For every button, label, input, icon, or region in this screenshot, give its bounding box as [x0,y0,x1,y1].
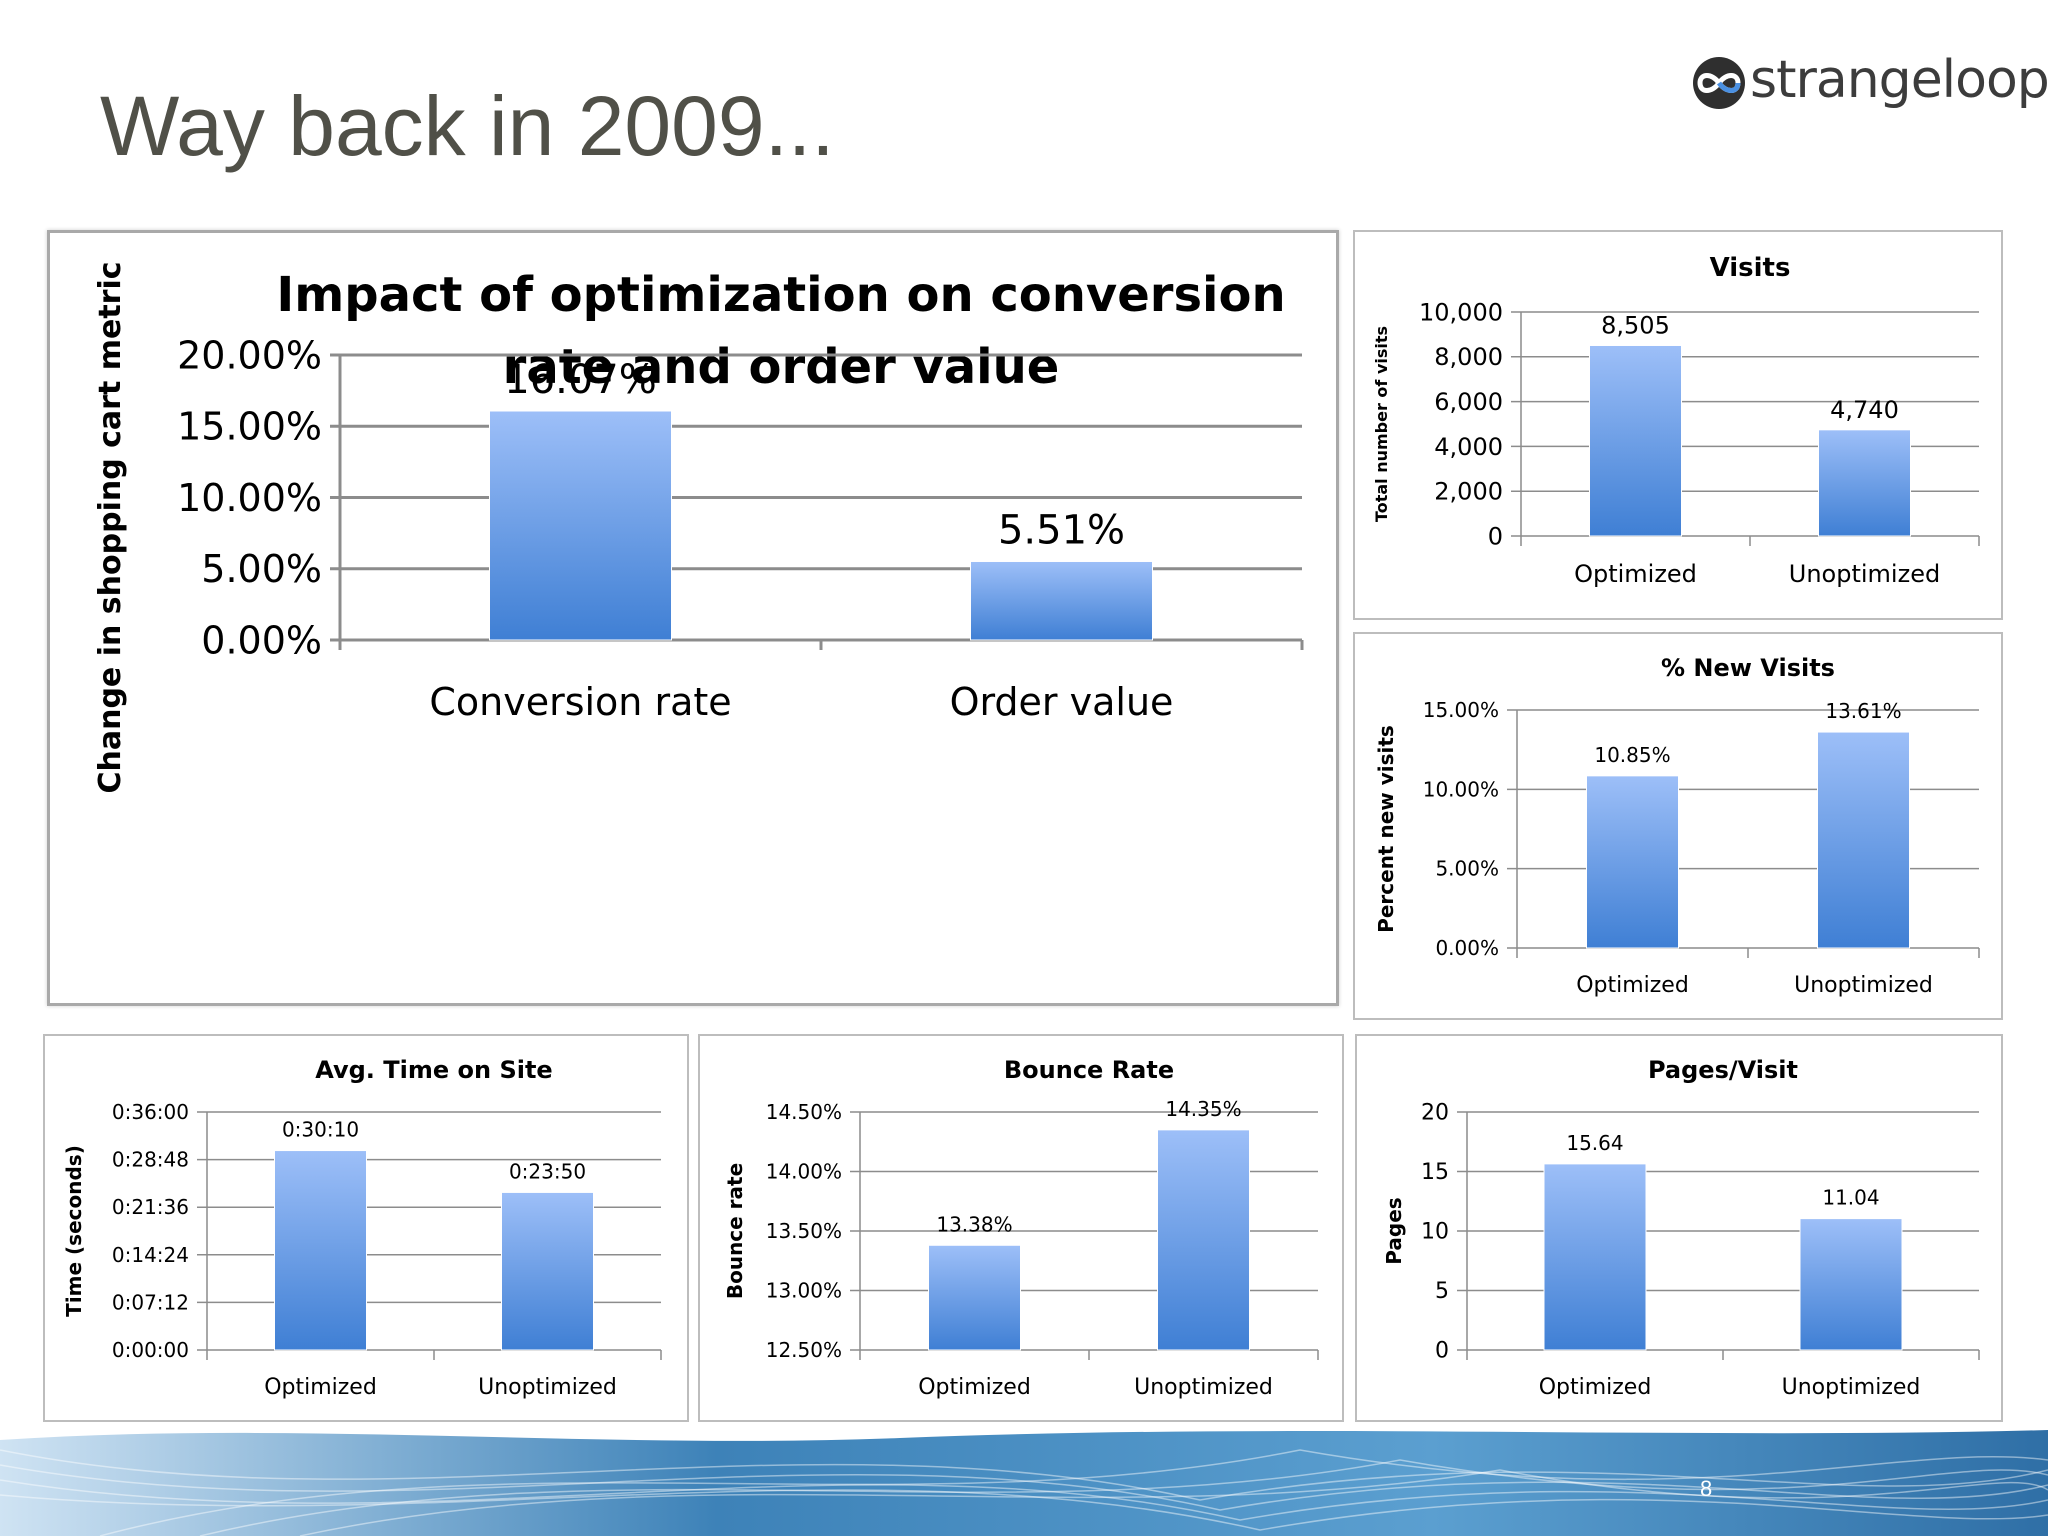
chart-time-on-site: Avg. Time on Site 0:00:00 0:07:12 0:14:24 0:… [62,1056,662,1400]
y-tick-label: 0:00:00 [112,1338,189,1362]
x-category-label: Unoptimized [1782,1375,1921,1400]
x-category-label: Optimized [1576,973,1689,998]
x-category-label: Optimized [918,1375,1031,1400]
chart-panel-bounce-rate: Bounce Rate 12.50% 13.00% 13.50% 14.00% 14.50… [698,1034,1344,1422]
bar-unoptimized [1799,1218,1903,1351]
y-tick-label: 13.00% [766,1279,842,1303]
bar-unoptimized [1818,429,1911,537]
bar-optimized [1543,1163,1647,1351]
y-tick-label: 14.00% [766,1160,842,1184]
y-axis-label: Bounce rate [723,1163,747,1299]
data-label: 16.07% [504,357,657,403]
data-label: 10.85% [1594,743,1670,767]
chart-bounce-rate: Bounce Rate 12.50% 13.00% 13.50% 14.00% 14.50… [723,1056,1319,1400]
data-label: 0:30:10 [282,1118,359,1142]
bar-optimized [1589,344,1682,537]
x-category-label: Unoptimized [1134,1375,1273,1400]
y-tick-label: 6,000 [1434,388,1503,416]
logo-text: strangeloop [1750,50,2048,110]
strangeloop-logo: strangeloop [1690,48,2048,118]
chart-panel-visits: Visits 0 2,000 4,000 6,000 8,000 10,000 Total n… [1353,230,2003,620]
x-category-label: Conversion rate [429,680,731,724]
y-tick-label: 12.50% [766,1338,842,1362]
slide-title: Way back in 2009... [100,79,835,173]
y-tick-label: 5 [1435,1279,1449,1304]
chart-title-line: % New Visits [1661,654,1835,682]
y-axis-label: Time (seconds) [62,1145,86,1317]
bar-unoptimized [1157,1129,1250,1351]
y-tick-label: 10.00% [177,476,322,520]
infinity-loop-icon [1693,57,1745,109]
y-axis-label: Pages [1382,1197,1406,1264]
y-tick-label: 15.00% [177,405,322,449]
bar-order-value [970,560,1153,641]
chart-visits: Visits 0 2,000 4,000 6,000 8,000 10,000 Total n… [1372,253,1980,588]
chart-panel-new-visits: % New Visits 0.00% 5.00% 10.00% 15.00% Percen… [1353,632,2003,1020]
y-tick-label: 20.00% [177,333,322,377]
y-tick-label: 0 [1435,1339,1449,1364]
data-label: 4,740 [1830,396,1899,424]
y-tick-label: 15.00% [1423,698,1499,722]
x-category-label: Optimized [264,1375,377,1400]
chart-title-line: Bounce Rate [1004,1056,1174,1084]
chart-title-line: Avg. Time on Site [315,1056,552,1084]
y-axis-label: Percent new visits [1374,725,1398,933]
x-category-label: Unoptimized [478,1375,617,1400]
bar-optimized [274,1150,367,1351]
chart-title-line: Visits [1710,253,1791,283]
bar-conversion-rate [489,410,672,641]
chart-main: Impact of optimization on conversion rate… [93,261,1304,794]
y-tick-label: 15 [1421,1160,1449,1185]
data-label: 8,505 [1601,311,1670,339]
data-label: 0:23:50 [509,1159,586,1183]
bar-optimized [928,1244,1021,1351]
y-tick-label: 5.00% [1435,857,1499,881]
y-tick-label: 10.00% [1423,777,1499,801]
chart-panel-main: Impact of optimization on conversion rate… [47,230,1339,1006]
chart-pages-visit: Pages/Visit 0 5 10 15 20 Pages 15.64 Optimized 11… [1382,1056,1980,1400]
y-axis-label: Change in shopping cart metric [93,261,128,793]
x-category-label: Order value [950,680,1174,724]
chart-title-line: Pages/Visit [1648,1056,1798,1084]
y-tick-label: 0 [1488,522,1503,550]
y-tick-label: 0:36:00 [112,1100,189,1124]
data-label: 13.61% [1825,699,1901,723]
x-category-label: Unoptimized [1794,973,1933,998]
y-tick-label: 2,000 [1434,478,1503,506]
y-tick-label: 0:07:12 [112,1290,189,1314]
y-tick-label: 13.50% [766,1219,842,1243]
bar-optimized [1586,775,1679,949]
bar-unoptimized [1817,731,1910,949]
data-label: 15.64 [1566,1131,1623,1155]
footer-wave-decoration [0,1430,2048,1536]
y-tick-label: 10 [1421,1220,1449,1245]
y-tick-label: 0.00% [201,618,322,662]
data-label: 13.38% [936,1212,1012,1236]
chart-title-line: Impact of optimization on conversion [276,267,1285,323]
x-category-label: Optimized [1574,560,1697,588]
data-label: 5.51% [998,507,1125,553]
chart-new-visits: % New Visits 0.00% 5.00% 10.00% 15.00% Percen… [1374,654,1980,998]
chart-panel-time-on-site: Avg. Time on Site 0:00:00 0:07:12 0:14:24 0:… [43,1034,689,1422]
data-label: 11.04 [1822,1186,1879,1210]
chart-panel-pages-visit: Pages/Visit 0 5 10 15 20 Pages 15.64 Optimized 11… [1355,1034,2003,1422]
bar-unoptimized [501,1191,594,1351]
y-tick-label: 4,000 [1434,433,1503,461]
y-tick-label: 10,000 [1419,298,1503,326]
x-category-label: Unoptimized [1789,560,1940,588]
chart-title-line: rate and order value [503,339,1060,395]
x-category-label: Optimized [1539,1375,1652,1400]
y-tick-label: 20 [1421,1101,1449,1126]
page-number: 8 [1700,1476,1713,1501]
y-tick-label: 0:21:36 [112,1195,189,1219]
y-tick-label: 14.50% [766,1100,842,1124]
y-tick-label: 8,000 [1434,343,1503,371]
y-tick-label: 0.00% [1435,936,1499,960]
y-axis-label: Total number of visits [1372,326,1391,522]
y-tick-label: 0:14:24 [112,1243,189,1267]
y-tick-label: 0:28:48 [112,1148,189,1172]
y-tick-label: 5.00% [201,547,322,591]
data-label: 14.35% [1165,1097,1241,1121]
